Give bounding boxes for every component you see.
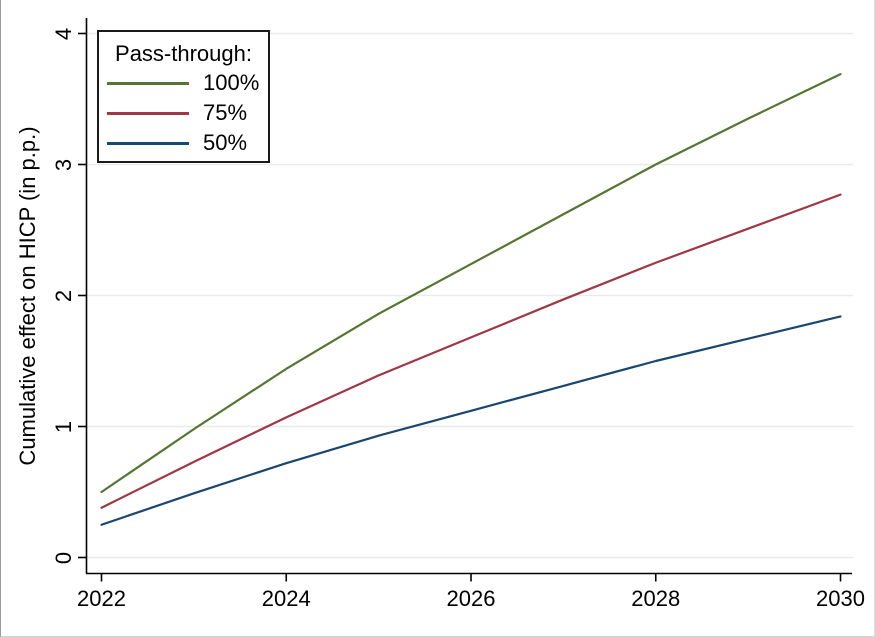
y-tick-label-2: 2 [51,289,76,302]
legend-line-swatch-100% [107,81,189,85]
x-tick-label-2028: 2028 [631,586,681,611]
legend-row-75%: 75% [99,98,268,128]
x-tick-label-2030: 2030 [816,586,865,611]
series-line-100% [100,73,842,494]
x-tick-label-2024: 2024 [261,586,311,611]
legend-rows: 100% 75% 50% [99,68,268,158]
legend-row-100%: 100% [99,68,268,98]
y-tick-label-1: 1 [51,420,76,433]
y-tick-label-4: 4 [51,27,76,40]
legend-label-75%: 75% [203,100,248,125]
y-tick-label-3: 3 [51,158,76,171]
series-line-50% [100,315,842,526]
y-axis-title: Cumulative effect on HICP (in p.p.) [15,126,40,466]
legend-line-swatch-75% [107,111,189,115]
legend-row-50%: 50% [99,128,268,158]
legend-line-swatch-50% [107,141,189,145]
y-tick-label-0: 0 [51,551,76,564]
legend-label-100%: 100% [203,70,260,95]
x-tick-label-2022: 2022 [77,586,126,611]
legend-label-50%: 50% [203,130,248,155]
x-tick-label-2026: 2026 [446,586,496,611]
series-line-75% [100,193,842,509]
legend-title: Pass-through: [115,41,252,66]
legend-box: Pass-through: 100% 75% 50% [97,30,270,163]
